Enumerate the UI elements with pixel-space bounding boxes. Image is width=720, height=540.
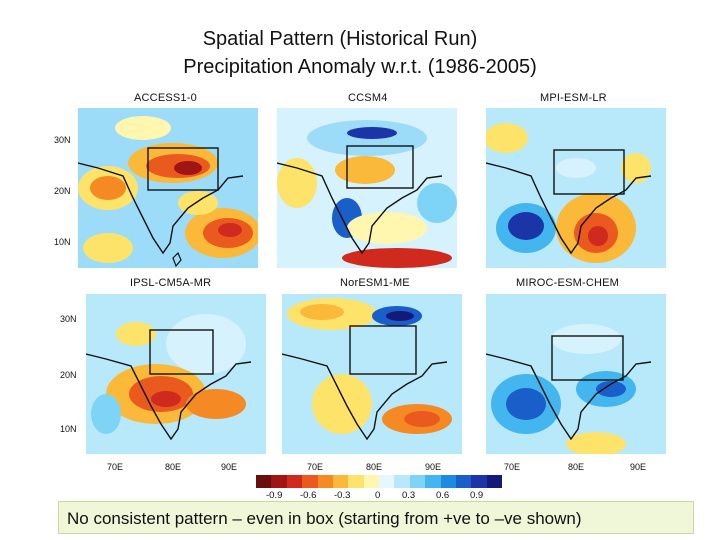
colorbar-segment [455,475,472,488]
panel-label-miroc: MIROC-ESM-CHEM [516,277,620,289]
lon-label-80e-left: 80E [165,462,182,472]
colorbar-segment [440,475,456,488]
panel-label-ipsl: IPSL-CM5A-MR [130,277,212,289]
lon-label-90e-mid: 90E [425,462,442,472]
colorbar-tick: -0.3 [334,490,351,501]
panel-label-ccsm4: CCSM4 [348,92,388,104]
colorbar-segment [425,475,441,488]
colorbar-segment [379,475,395,488]
colorbar-segment [286,475,303,488]
colorbar-segment [271,475,287,488]
colorbar-segment [409,475,426,488]
colorbar-segment [363,475,379,488]
colorbar-segment [332,475,349,488]
colorbar [256,475,502,488]
lat-label-10n-top: 10N [54,237,71,247]
map-ipsl [86,294,266,454]
lon-label-90e-right: 90E [630,462,647,472]
caption: No consistent pattern – even in box (sta… [58,501,694,534]
title-line-2: Precipitation Anomaly w.r.t. (1986-2005) [183,56,537,78]
map-miroc [486,294,666,454]
colorbar-segment [348,475,364,488]
lat-label-30n-top: 30N [54,135,71,145]
title-line-1: Spatial Pattern (Historical Run) [202,28,478,50]
colorbar-tick: 0.3 [402,490,416,501]
map-mpi [486,108,666,268]
panel-label-noresm: NorESM1-ME [340,277,410,289]
map-ccsm4 [277,108,457,268]
colorbar-segment [486,475,502,488]
colorbar-tick: 0.9 [470,490,484,501]
colorbar-segment [302,475,318,488]
lon-label-80e-mid: 80E [366,462,383,472]
lat-label-20n-bottom: 20N [60,370,77,380]
lon-label-80e-right: 80E [568,462,585,472]
map-noresm [282,294,462,454]
lon-label-90e-left: 90E [221,462,238,472]
lat-label-20n-top: 20N [54,186,71,196]
colorbar-tick: -0.6 [300,490,317,501]
colorbar-segment [317,475,333,488]
colorbar-tick: -0.9 [266,490,283,501]
panel-label-access: ACCESS1-0 [134,92,197,104]
lat-label-30n-bottom: 30N [60,314,77,324]
map-access [78,108,258,268]
panel-label-mpi: MPI-ESM-LR [540,92,607,104]
lon-label-70e-right: 70E [504,462,521,472]
colorbar-segment [471,475,487,488]
colorbar-tick: 0.6 [436,490,450,501]
lat-label-10n-bottom: 10N [60,424,77,434]
colorbar-tick: 0 [375,490,381,501]
lon-label-70e-mid: 70E [307,462,324,472]
colorbar-segment [394,475,410,488]
colorbar-segment [256,475,272,488]
lon-label-70e-left: 70E [107,462,124,472]
